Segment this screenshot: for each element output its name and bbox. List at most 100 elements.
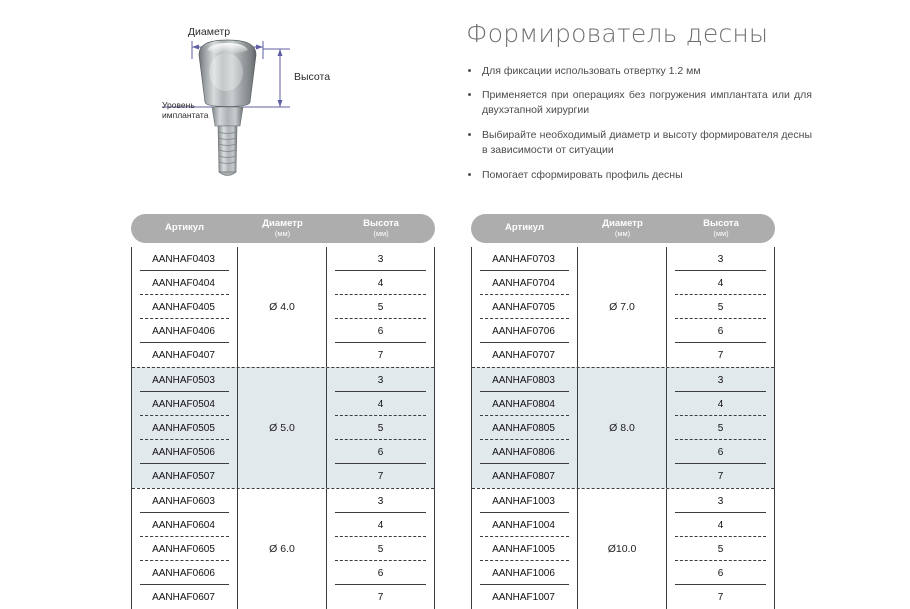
column-header-height-unit: (мм) [373,228,389,238]
diameter-value: Ø10.0 [607,543,637,555]
column-header-diameter-label: Диаметр [262,218,303,230]
label-implant-level-line2: имплантата [162,110,209,120]
height-value: 4 [377,277,384,289]
row-divider [140,318,229,319]
article-column: AANHAF0603 AANHAF0604 AANHAF0605 AANHAF0606… [132,489,238,609]
row-divider [335,342,426,343]
height-value: 3 [377,374,384,386]
row-divider [480,536,569,537]
diameter-cell: Ø 7.0 [578,247,667,367]
row-divider [675,536,766,537]
article-value: AANHAF0707 [492,349,555,361]
height-cell: 7 [327,585,434,609]
height-cell: 4 [327,392,434,416]
row-divider [140,463,229,464]
row-divider [675,415,766,416]
height-cell: 6 [667,440,774,464]
article-value: AANHAF0404 [152,277,215,289]
height-value: 5 [377,301,384,313]
height-cell: 5 [667,416,774,440]
height-cell: 3 [327,489,434,513]
row-divider [335,439,426,440]
article-cell: AANHAF0806 [472,440,577,464]
row-divider [675,318,766,319]
article-cell: AANHAF0506 [132,440,237,464]
row-divider [675,439,766,440]
row-divider [675,560,766,561]
height-value: 5 [717,301,724,313]
feature-item: Помогает сформировать профиль десны [466,168,812,183]
height-cell: 5 [327,295,434,319]
article-column: AANHAF0503 AANHAF0504 AANHAF0505 AANHAF0506… [132,368,238,488]
height-cell: 7 [667,343,774,367]
column-header-article: Артикул [131,223,238,233]
feature-item: Для фиксации использовать отвертку 1.2 м… [466,64,812,79]
height-value: 4 [717,277,724,289]
row-divider [140,512,229,513]
diameter-value: Ø 4.0 [269,301,295,313]
abutment-body [198,39,257,176]
column-header-height: Высота (мм) [667,219,775,237]
article-value: AANHAF0405 [152,301,215,313]
column-header-height-unit: (мм) [713,228,729,238]
height-value: 5 [377,422,384,434]
product-diagram: Диаметр Высота Уровень имплантата [150,14,450,189]
height-value: 7 [717,591,724,603]
height-cell: 5 [327,537,434,561]
article-value: AANHAF0506 [152,446,215,458]
height-value: 7 [377,349,384,361]
diameter-group: AANHAF0703 AANHAF0704 AANHAF0705 AANHAF0706… [472,247,774,367]
article-cell: AANHAF0706 [472,319,577,343]
row-divider [140,270,229,271]
row-divider [480,463,569,464]
height-column: 3 4 5 6 7 [327,489,434,609]
height-column: 3 4 5 6 7 [667,368,774,488]
article-cell: AANHAF0606 [132,561,237,585]
article-value: AANHAF0803 [492,374,555,386]
article-value: AANHAF1007 [492,591,555,603]
row-divider [335,584,426,585]
height-value: 6 [377,325,384,337]
row-divider [675,342,766,343]
article-cell: AANHAF0705 [472,295,577,319]
height-value: 5 [717,543,724,555]
row-divider [480,560,569,561]
label-height: Высота [294,71,330,83]
height-value: 6 [377,567,384,579]
article-value: AANHAF0806 [492,446,555,458]
row-divider [335,318,426,319]
diameter-group: AANHAF0403 AANHAF0404 AANHAF0405 AANHAF0406… [132,247,434,367]
article-cell: AANHAF0804 [472,392,577,416]
article-cell: AANHAF0805 [472,416,577,440]
height-cell: 7 [667,585,774,609]
diameter-cell: Ø10.0 [578,489,667,609]
row-divider [140,439,229,440]
article-value: AANHAF0605 [152,543,215,555]
column-header-article-label: Артикул [165,222,204,234]
height-value: 3 [717,253,724,265]
article-cell: AANHAF0707 [472,343,577,367]
height-value: 5 [717,422,724,434]
article-value: AANHAF0703 [492,253,555,265]
height-cell: 3 [327,247,434,271]
height-value: 4 [717,519,724,531]
article-value: AANHAF0705 [492,301,555,313]
row-divider [335,536,426,537]
row-divider [335,415,426,416]
height-cell: 4 [667,513,774,537]
row-divider [480,512,569,513]
height-value: 7 [377,470,384,482]
table-body: AANHAF0703 AANHAF0704 AANHAF0705 AANHAF0706… [471,247,775,609]
article-cell: AANHAF0704 [472,271,577,295]
column-header-article-label: Артикул [505,222,544,234]
row-divider [480,294,569,295]
article-value: AANHAF0606 [152,567,215,579]
row-divider [140,536,229,537]
article-cell: AANHAF0504 [132,392,237,416]
article-value: AANHAF1005 [492,543,555,555]
column-header-diameter-unit: (мм) [274,228,291,238]
height-cell: 7 [327,464,434,488]
label-diameter: Диаметр [188,26,230,38]
bullet-icon [468,133,471,137]
article-value: AANHAF0805 [492,422,555,434]
